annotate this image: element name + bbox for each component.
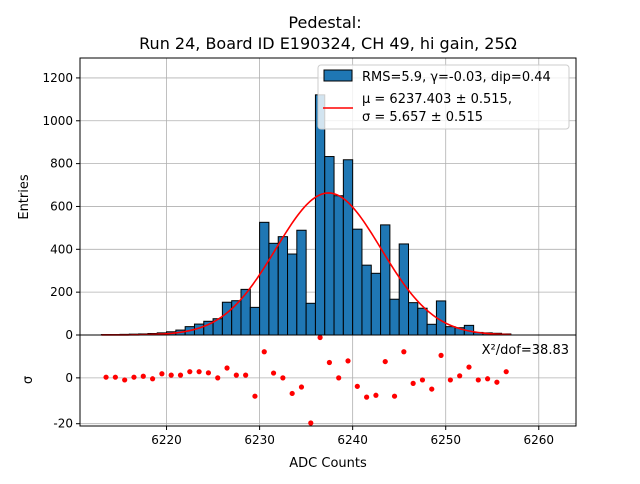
y-tick-label: 200 [50, 285, 73, 299]
residual-point [206, 370, 211, 375]
residual-point [485, 376, 490, 381]
residual-point [438, 353, 443, 358]
histogram-bar [427, 324, 436, 335]
histogram-bar [232, 301, 241, 335]
histogram-bar [306, 303, 315, 335]
residual-point [178, 373, 183, 378]
residual-point [392, 394, 397, 399]
residual-point [122, 377, 127, 382]
x-tick-label: 6250 [430, 433, 461, 447]
residual-point [317, 335, 322, 340]
residual-point [187, 369, 192, 374]
histogram-bar [250, 307, 259, 335]
residual-point [131, 375, 136, 380]
residual-point [420, 377, 425, 382]
residual-point [271, 370, 276, 375]
y-ticks: 0 200 400 600 800 1000 1200 [42, 71, 80, 342]
residual-point [383, 359, 388, 364]
x-tick-label: 6220 [151, 433, 182, 447]
histogram-bar [288, 254, 297, 335]
residual-point [308, 420, 313, 425]
residual-point [280, 375, 285, 380]
histogram-bar [390, 299, 399, 335]
legend-hist-swatch [324, 70, 352, 81]
histogram-bar [408, 303, 417, 335]
chart-title-line1: Pedestal: [288, 13, 361, 32]
x-tick-label: 6230 [244, 433, 275, 447]
histogram-bar [362, 265, 371, 335]
y-tick-label: 0 [65, 328, 73, 342]
residual-point [234, 373, 239, 378]
x-tick-label: 6240 [337, 433, 368, 447]
residual-point [103, 375, 108, 380]
residual-point [159, 371, 164, 376]
residual-point [290, 391, 295, 396]
histogram-bar [353, 229, 362, 335]
legend-fit-label-line2: σ = 5.657 ± 0.515 [362, 110, 483, 125]
histogram-bar [334, 196, 343, 335]
residual-point [448, 377, 453, 382]
histogram-bar [446, 327, 455, 335]
residual-point [299, 384, 304, 389]
histogram-bar [260, 222, 269, 335]
x-ticks: 6220 6230 6240 6250 6260 [151, 426, 554, 447]
histogram-bar [241, 289, 250, 335]
x-axis-label: ADC Counts [289, 456, 367, 471]
residual-y-axis-label: σ [21, 376, 36, 384]
residual-point [429, 386, 434, 391]
chart-title-line2: Run 24, Board ID E190324, CH 49, hi gain… [139, 34, 517, 53]
residual-point [113, 375, 118, 380]
residual-point [327, 360, 332, 365]
residual-point [355, 384, 360, 389]
legend-fit-label-line1: μ = 6237.403 ± 0.515, [362, 92, 512, 107]
residual-point [262, 349, 267, 354]
residual-point [197, 369, 202, 374]
histogram-bar [343, 160, 352, 335]
residual-point [243, 373, 248, 378]
residual-point [504, 369, 509, 374]
residual-point [401, 349, 406, 354]
histogram-bars [101, 95, 510, 335]
residual-point [411, 381, 416, 386]
legend-hist-label: RMS=5.9, γ=-0.03, dip=0.44 [362, 70, 551, 85]
x-tick-label: 6260 [524, 433, 555, 447]
residual-point [169, 373, 174, 378]
residual-y-tick-label: -20 [53, 417, 73, 431]
histogram-bar [325, 157, 334, 335]
residual-y-tick-label: 0 [65, 371, 73, 385]
y-tick-label: 600 [50, 199, 73, 213]
residual-point [345, 358, 350, 363]
residual-point [141, 374, 146, 379]
residual-y-ticks: -20 0 [53, 371, 80, 431]
y-tick-label: 800 [50, 157, 73, 171]
histogram-bar [278, 237, 287, 335]
legend: RMS=5.9, γ=-0.03, dip=0.44 μ = 6237.403 … [318, 65, 569, 129]
residual-point [476, 377, 481, 382]
histogram-bar [418, 308, 427, 335]
y-tick-label: 1000 [42, 114, 73, 128]
residual-point [215, 375, 220, 380]
residual-point [466, 364, 471, 369]
residual-point [373, 393, 378, 398]
residual-point [364, 395, 369, 400]
histogram-bar [381, 225, 390, 335]
chi2-annotation: X²/dof=38.83 [482, 343, 569, 358]
residual-point [150, 376, 155, 381]
histogram-bar [315, 95, 324, 335]
y-axis-label: Entries [17, 174, 32, 220]
histogram-bar [297, 230, 306, 335]
histogram-bar [222, 302, 231, 335]
residual-point [252, 394, 257, 399]
y-tick-label: 400 [50, 242, 73, 256]
residual-point [457, 373, 462, 378]
residual-point [494, 380, 499, 385]
histogram-bar [371, 273, 380, 335]
residual-point [224, 365, 229, 370]
y-tick-label: 1200 [42, 71, 73, 85]
residual-points [103, 335, 508, 426]
residual-point [336, 375, 341, 380]
